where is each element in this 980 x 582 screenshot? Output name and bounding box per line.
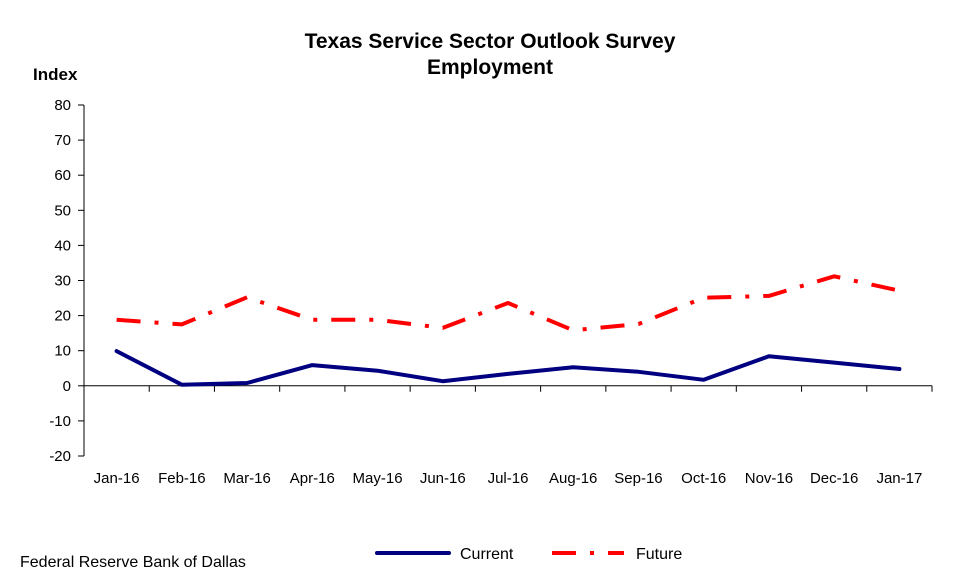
y-tick-label: 10 [54, 343, 71, 360]
x-tick-label: Mar-16 [223, 470, 271, 487]
x-tick-label: Dec-16 [810, 470, 858, 487]
y-tick-label: 20 [54, 308, 71, 325]
series-line-current [114, 349, 902, 387]
x-tick-label: Jan-16 [94, 470, 140, 487]
y-tick-label: 0 [63, 378, 71, 395]
axes: 80 70 60 50 40 30 20 10 0 -10 -20 Jan-16 Feb-16 Mar-1… [49, 97, 933, 487]
y-tick-label: 40 [54, 237, 71, 254]
y-tick-label: -10 [49, 413, 71, 430]
x-tick-label: Jul-16 [488, 470, 529, 487]
source-note: Federal Reserve Bank of Dallas [20, 554, 246, 571]
series-line-future [116, 274, 900, 333]
x-tick-label: Jun-16 [420, 470, 466, 487]
y-tick-label: 60 [54, 167, 71, 184]
y-axis-label: Index [33, 65, 78, 84]
x-tick-label: May-16 [353, 470, 403, 487]
x-tick-label: Sep-16 [614, 470, 662, 487]
x-tick-label: Apr-16 [290, 470, 335, 487]
chart-title: Texas Service Sector Outlook Survey [305, 30, 676, 53]
x-tick-label: Jan-17 [876, 470, 922, 487]
x-tick-label: Nov-16 [745, 470, 793, 487]
x-tick-label: Feb-16 [158, 470, 206, 487]
legend-label-current: Current [460, 546, 514, 563]
x-tick-label: Oct-16 [681, 470, 726, 487]
chart-subtitle: Employment [427, 56, 553, 79]
y-tick-label: 80 [54, 97, 71, 114]
x-tick-label: Aug-16 [549, 470, 597, 487]
y-tick-label: 50 [54, 202, 71, 219]
y-tick-label: 70 [54, 132, 71, 149]
y-tick-label: -20 [49, 448, 71, 465]
legend: Current Future [375, 546, 682, 563]
y-tick-label: 30 [54, 273, 71, 290]
series-lines [114, 274, 902, 387]
legend-label-future: Future [636, 546, 682, 563]
